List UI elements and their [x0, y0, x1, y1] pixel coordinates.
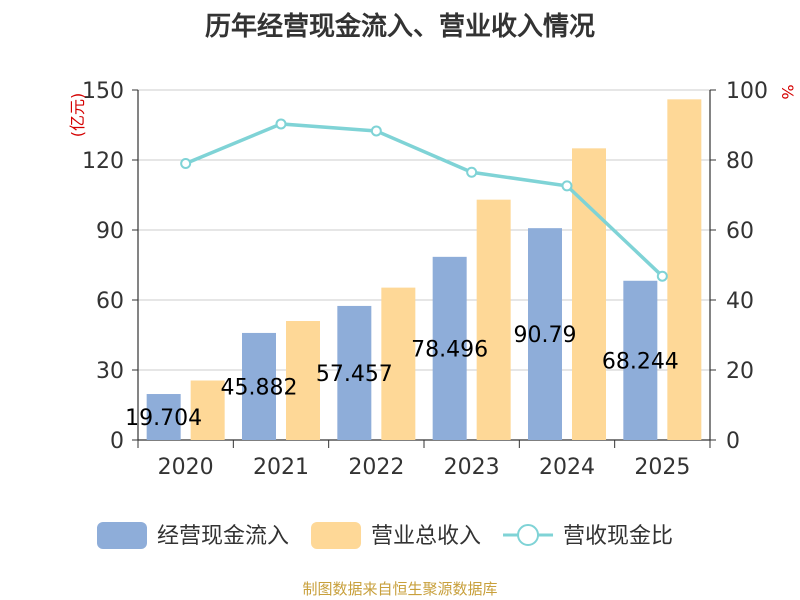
chart-title: 历年经营现金流入、营业收入情况 — [204, 12, 595, 42]
legend-swatch — [97, 522, 147, 549]
bar-revenue — [667, 99, 702, 440]
y-left-tick-label: 120 — [82, 149, 124, 174]
bar-cash-inflow — [242, 332, 276, 440]
bar-revenue — [286, 321, 320, 440]
y-left-tick-label: 150 — [82, 79, 124, 104]
y-left-tick-label: 60 — [96, 289, 124, 314]
y-right-tick-label: 40 — [726, 289, 754, 314]
bar-data-label: 19.704 — [125, 406, 202, 431]
bar-cash-inflow — [528, 228, 562, 440]
y-left-tick-label: 90 — [96, 219, 124, 244]
y-right-unit: % — [778, 84, 797, 99]
legend-marker — [517, 524, 540, 546]
ratio-point — [370, 125, 382, 137]
x-tick-label: 2021 — [253, 455, 309, 480]
y-right-tick-label: 0 — [726, 429, 740, 454]
bar-data-label: 90.79 — [514, 323, 577, 348]
ratio-point — [275, 118, 287, 130]
bar-revenue — [190, 380, 225, 440]
legend: 经营现金流入 营业总收入 营收现金比 — [97, 522, 673, 549]
data-labels: 19.704 45.882 57.457 78.496 90.79 68.244 — [125, 323, 679, 431]
legend-label: 营业总收入 — [371, 524, 481, 549]
bar-data-label: 57.457 — [316, 362, 393, 387]
bar-cash-inflow — [432, 256, 467, 440]
bar-data-label: 45.882 — [221, 375, 298, 400]
x-tick-label: 2020 — [158, 455, 214, 480]
ratio-line-path — [184, 122, 664, 278]
bar-cash-inflow — [146, 394, 181, 440]
bar-data-label: 68.244 — [602, 349, 679, 374]
x-tick-label: 2023 — [444, 455, 500, 480]
bars — [146, 99, 702, 441]
legend-swatch — [311, 522, 362, 549]
y-left-unit: (亿元) — [68, 93, 87, 138]
legend-label: 营收现金比 — [563, 524, 673, 549]
x-tick-label: 2022 — [348, 455, 404, 480]
y-right-tick-label: 20 — [726, 359, 754, 384]
ratio-point — [180, 158, 192, 169]
bar-revenue — [572, 148, 606, 441]
x-tick-label: 2025 — [634, 455, 690, 480]
bar-revenue — [476, 199, 511, 440]
ratio-point — [561, 180, 573, 192]
ratio-line — [180, 118, 668, 282]
source-note: 制图数据来自恒生聚源数据库 — [302, 580, 498, 598]
bar-cash-inflow — [337, 305, 372, 440]
x-tick-label: 2024 — [539, 455, 595, 480]
ratio-point — [466, 166, 478, 178]
y-left-tick-label: 30 — [96, 359, 124, 384]
y-right-tick-label: 80 — [726, 149, 754, 174]
bar-data-label: 78.496 — [411, 337, 488, 362]
legend-label: 经营现金流入 — [157, 524, 289, 549]
y-right-tick-label: 60 — [726, 219, 754, 244]
y-right-tick-label: 100 — [726, 79, 768, 104]
bar-cash-inflow — [623, 280, 658, 440]
axes: 0 30 60 90 120 150 0 20 40 60 80 100 (亿元)% 2020 2021 20… — [68, 79, 797, 480]
ratio-point — [656, 270, 668, 282]
bar-revenue — [381, 287, 416, 440]
y-left-tick-label: 0 — [110, 429, 124, 454]
